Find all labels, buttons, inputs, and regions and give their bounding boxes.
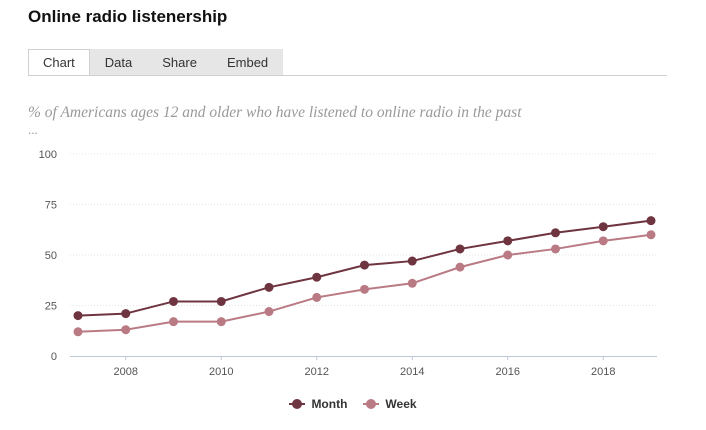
y-tick-label: 25 [45, 301, 57, 313]
data-point-month [646, 216, 656, 226]
data-point-month [169, 296, 178, 306]
legend-dot-week [366, 399, 377, 409]
data-point-week [503, 250, 513, 260]
subtitle-ellipsis: ... [28, 122, 38, 137]
data-point-week [551, 244, 560, 254]
data-point-week [216, 317, 226, 327]
tab-share[interactable]: Share [147, 49, 212, 75]
series-line-week [77, 233, 652, 333]
legend-item-month[interactable]: Month [289, 397, 347, 411]
legend-item-week[interactable]: Week [363, 397, 417, 411]
legend-swatch-month [289, 399, 306, 409]
y-tick-label: 0 [51, 351, 57, 363]
legend-swatch-week [363, 399, 380, 409]
tab-data[interactable]: Data [89, 49, 148, 75]
data-point-week [312, 292, 322, 302]
data-point-month [264, 282, 274, 292]
data-point-month [455, 244, 465, 254]
y-tick-label: 50 [45, 250, 57, 262]
x-tick-label: 2008 [114, 366, 138, 378]
y-tick-label: 75 [45, 200, 57, 212]
data-point-week [598, 236, 608, 246]
x-tick-label: 2014 [400, 366, 424, 378]
data-point-week [121, 325, 131, 335]
data-point-week [646, 230, 656, 240]
tab-embed[interactable]: Embed [211, 49, 284, 75]
data-point-month [312, 272, 322, 282]
data-point-month [216, 296, 226, 306]
x-tick-label: 2016 [496, 366, 520, 378]
legend-label-week: Week [385, 397, 417, 411]
subtitle-text: % of Americans ages 12 and older who hav… [28, 104, 522, 121]
data-point-month [503, 236, 513, 246]
chart-subtitle: % of Americans ages 12 and older who hav… [28, 102, 628, 137]
data-point-month [121, 309, 131, 319]
data-point-week [169, 317, 178, 327]
legend-dot-month [292, 399, 303, 409]
data-point-month [360, 260, 369, 270]
x-tick-label: 2018 [591, 366, 615, 378]
data-point-week [455, 262, 465, 272]
data-point-month [407, 256, 417, 266]
data-point-week [360, 284, 369, 294]
data-point-week [264, 307, 274, 317]
chart-legend: Month Week [0, 397, 706, 411]
tab-bar: Chart Data Share Embed [28, 49, 284, 76]
tab-divider [28, 75, 667, 76]
data-point-month [73, 311, 83, 321]
data-point-month [598, 222, 608, 232]
x-tick-label: 2012 [305, 366, 329, 378]
legend-label-month: Month [311, 397, 348, 411]
data-point-week [73, 327, 83, 337]
chart-title: Online radio listenership [28, 7, 228, 26]
data-point-week [407, 278, 417, 288]
y-tick-label: 100 [39, 149, 57, 161]
data-point-month [551, 228, 560, 238]
x-tick-label: 2010 [209, 366, 233, 378]
